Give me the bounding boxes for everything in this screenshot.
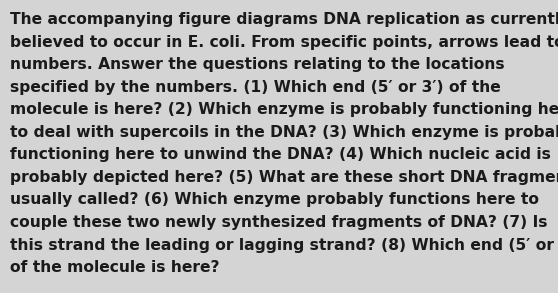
Text: couple these two newly synthesized fragments of DNA? (7) Is: couple these two newly synthesized fragm… xyxy=(10,215,547,230)
Text: this strand the leading or lagging strand? (8) Which end (5′ or 3′): this strand the leading or lagging stran… xyxy=(10,238,558,253)
Text: of the molecule is here?: of the molecule is here? xyxy=(10,260,219,275)
Text: The accompanying figure diagrams DNA replication as currently: The accompanying figure diagrams DNA rep… xyxy=(10,12,558,27)
Text: molecule is here? (2) Which enzyme is probably functioning here: molecule is here? (2) Which enzyme is pr… xyxy=(10,102,558,117)
Text: believed to occur in E. coli. From specific points, arrows lead to: believed to occur in E. coli. From speci… xyxy=(10,35,558,50)
Text: probably depicted here? (5) What are these short DNA fragments: probably depicted here? (5) What are the… xyxy=(10,170,558,185)
Text: to deal with supercoils in the DNA? (3) Which enzyme is probably: to deal with supercoils in the DNA? (3) … xyxy=(10,125,558,140)
Text: specified by the numbers. (1) Which end (5′ or 3′) of the: specified by the numbers. (1) Which end … xyxy=(10,80,501,95)
Text: numbers. Answer the questions relating to the locations: numbers. Answer the questions relating t… xyxy=(10,57,504,72)
Text: usually called? (6) Which enzyme probably functions here to: usually called? (6) Which enzyme probabl… xyxy=(10,193,539,207)
Text: functioning here to unwind the DNA? (4) Which nucleic acid is: functioning here to unwind the DNA? (4) … xyxy=(10,147,551,162)
